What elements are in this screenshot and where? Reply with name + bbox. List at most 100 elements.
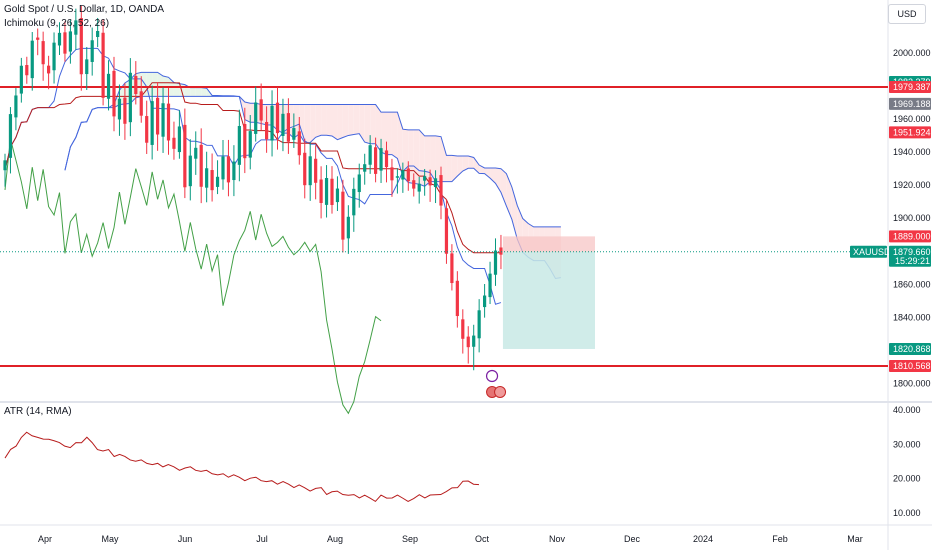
candle-body (145, 116, 149, 143)
time-tick-label: Aug (327, 534, 343, 544)
price-tag (889, 342, 931, 355)
candle-body (488, 273, 492, 298)
cloud-segment (391, 112, 398, 159)
atr-tick-label: 40.000 (893, 405, 921, 415)
candle-body (374, 147, 378, 174)
price-tag-label: 1969.188 (893, 99, 931, 109)
candle-body (52, 42, 56, 71)
price-tick-label: 1900.000 (893, 213, 931, 223)
candle-body (259, 99, 263, 121)
candle-body (210, 170, 214, 191)
candle-body (466, 336, 470, 348)
price-tag-label: 1820.868 (893, 344, 931, 354)
atr-legend[interactable]: ATR (14, RMA) (4, 406, 72, 417)
time-tick-label: 2024 (693, 534, 713, 544)
candle-body (172, 137, 176, 149)
candle-body (101, 32, 105, 98)
candle-body (123, 97, 127, 124)
candle-body (297, 131, 301, 156)
cloud-segment (500, 168, 507, 207)
candle-body (292, 128, 296, 140)
cloud-segment (141, 72, 147, 97)
candle-body (74, 20, 78, 35)
candle-body (3, 160, 7, 171)
candle-body (215, 176, 220, 187)
symbol-legend[interactable]: Gold Spot / U.S. Dollar, 1D, OANDA (4, 4, 165, 15)
cloud-segment (326, 104, 332, 136)
candle-body (270, 105, 274, 141)
candle-body (395, 176, 399, 178)
cloud-segment (484, 167, 491, 179)
price-tick-label: 1840.000 (893, 312, 931, 322)
ichimoku-legend[interactable]: Ichimoku (9, 26, 52, 26) (4, 18, 110, 29)
candle-body (63, 32, 67, 54)
time-tick-label: Nov (549, 534, 566, 544)
candles (3, 5, 503, 371)
time-tick-label: Oct (475, 534, 490, 544)
candle-body (412, 180, 416, 189)
candle-body (368, 145, 372, 165)
time-tick-label: Dec (624, 534, 641, 544)
time-tick-label: Mar (847, 534, 863, 544)
candle-body (357, 174, 361, 193)
price-tag (889, 80, 931, 93)
candle-body (493, 250, 498, 275)
candle-body (232, 161, 236, 181)
candle-body (150, 101, 154, 145)
cloud-segment (173, 82, 180, 97)
time-tick-label: Jul (256, 534, 268, 544)
candle-body (275, 102, 280, 134)
candle-body (199, 144, 203, 187)
cloud-segment (337, 104, 343, 140)
tenkan-sen-line (4, 47, 502, 305)
cloud-segment (446, 155, 452, 182)
price-tag-label: 1979.387 (893, 82, 931, 92)
price-tick-label: 1960.000 (893, 114, 931, 124)
countdown-label: 15:29:21 (895, 256, 930, 266)
currency-button[interactable]: USD (888, 4, 926, 24)
candle-body (428, 177, 432, 186)
candle-body (265, 121, 269, 140)
candle-body (254, 102, 258, 134)
candle-body (177, 126, 181, 153)
candle-body (106, 73, 111, 99)
cloud-segment (435, 135, 441, 182)
time-tick-label: Apr (38, 534, 52, 544)
symbol-tag (850, 245, 887, 258)
candle-body (19, 65, 23, 94)
candle-body (444, 208, 449, 254)
candle-body (352, 188, 356, 216)
stop-loss-zone (502, 236, 595, 252)
last-price-label: 1879.660 (893, 247, 931, 257)
candle-body (314, 158, 318, 183)
senkou-span-a-line (64, 71, 561, 280)
cloud-segment (201, 87, 207, 97)
price-tick-label: 1920.000 (893, 180, 931, 190)
candle-body (14, 95, 18, 118)
candle-body (286, 113, 290, 142)
candle-body (194, 147, 198, 159)
candle-body (330, 178, 334, 205)
candle-body (237, 126, 241, 165)
time-tick-label: Jun (178, 534, 193, 544)
candle-body (281, 113, 285, 136)
cloud-segment (479, 165, 485, 174)
atr-tick-label: 30.000 (893, 439, 921, 449)
cloud-segment (353, 104, 360, 135)
candle-body (384, 150, 389, 168)
cloud-segment (332, 104, 338, 140)
cloud-segment (195, 87, 202, 97)
candle-body (188, 155, 192, 187)
price-tick-label: 2000.000 (893, 48, 931, 58)
candle-body (8, 114, 13, 158)
cloud-segment (430, 135, 436, 182)
candle-body (166, 103, 171, 141)
candle-body (472, 335, 476, 347)
cloud-segment (441, 136, 447, 182)
cloud-segment (451, 155, 458, 182)
price-tag-label: 1951.924 (893, 127, 931, 137)
price-tick-label: 1860.000 (893, 279, 931, 289)
candle-body (499, 247, 503, 255)
